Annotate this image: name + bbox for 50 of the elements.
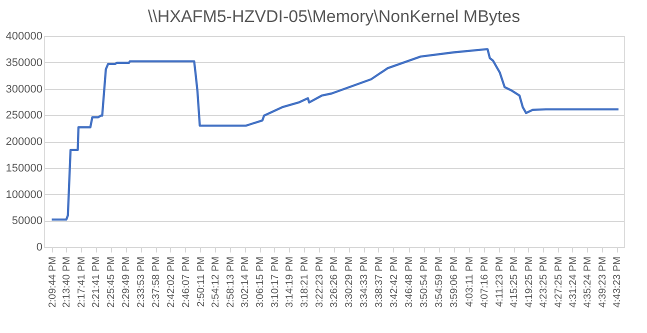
x-tick-label: 2:17:41 PM — [76, 256, 88, 308]
x-tick-label: 2:37:58 PM — [151, 256, 162, 308]
x-tick-label: 3:59:06 PM — [449, 256, 460, 308]
y-tick-label: 350000 — [6, 56, 42, 69]
x-tick-label: 4:27:25 PM — [553, 256, 564, 308]
x-tick-label: 2:25:45 PM — [106, 256, 118, 308]
x-tick-label: 3:26:26 PM — [329, 256, 340, 308]
x-tick-label: 2:13:40 PM — [62, 256, 73, 308]
x-tick-label: 4:07:16 PM — [479, 256, 490, 308]
x-tick-label: 2:33:53 PM — [136, 256, 148, 308]
x-tick-label: 4:39:23 PM — [597, 256, 608, 308]
line-series — [50, 48, 620, 221]
x-tick-label: 2:54:12 PM — [210, 256, 222, 308]
x-tick-label: 3:54:59 PM — [434, 256, 446, 308]
x-tick-label: 4:11:23 PM — [494, 256, 506, 307]
x-tick-label: 2:29:49 PM — [121, 256, 132, 308]
y-tick-label: 200000 — [6, 136, 42, 148]
x-tick-label: 3:38:37 PM — [374, 256, 385, 308]
y-tick-label: 0 — [36, 242, 42, 254]
x-tick-label: 3:18:21 PM — [299, 256, 310, 308]
x-tick-label: 3:02:14 PM — [240, 256, 252, 308]
y-tick-label: 100000 — [6, 188, 42, 201]
y-tick-label: 300000 — [6, 83, 42, 96]
x-tick-label: 4:23:25 PM — [538, 256, 550, 308]
x-tick-label: 3:22:23 PM — [314, 256, 326, 308]
x-tick-label: 3:34:33 PM — [359, 256, 370, 308]
chart-title: \\HXAFM5-HZVDI-05\Memory\NonKernel MBytes — [148, 7, 520, 26]
x-tick-label: 2:42:02 PM — [166, 256, 177, 308]
x-tick-label: 2:46:07 PM — [180, 256, 192, 308]
x-tick-label: 2:50:11 PM — [196, 256, 207, 307]
y-tick-label: 150000 — [6, 162, 42, 174]
x-tick-label: 3:46:48 PM — [404, 256, 416, 308]
x-tick-label: 4:31:24 PM — [568, 256, 579, 308]
x-tick-label: 4:43:23 PM — [612, 256, 624, 308]
x-tick-label: 3:30:29 PM — [344, 256, 356, 308]
x-tick-label: 3:42:42 PM — [388, 256, 400, 308]
x-tick-label: 4:03:11 PM — [464, 256, 476, 307]
x-tick-label: 4:19:25 PM — [524, 256, 535, 308]
y-tick-label: 50000 — [12, 215, 42, 228]
x-tick-label: 2:21:41 PM — [91, 256, 102, 308]
y-tick-label: 400000 — [6, 30, 42, 42]
x-tick-label: 2:58:13 PM — [225, 256, 236, 308]
x-tick-label: 3:14:19 PM — [284, 256, 296, 308]
x-tick-label: 3:50:54 PM — [419, 256, 430, 308]
x-tick-label: 3:10:17 PM — [270, 256, 281, 308]
x-tick-label: 4:15:25 PM — [509, 256, 520, 308]
y-tick-label: 250000 — [6, 110, 42, 122]
x-tick-label: 2:09:44 PM — [47, 256, 58, 308]
x-tick-label: 3:06:15 PM — [255, 256, 266, 308]
x-tick-label: 4:35:24 PM — [582, 256, 594, 308]
